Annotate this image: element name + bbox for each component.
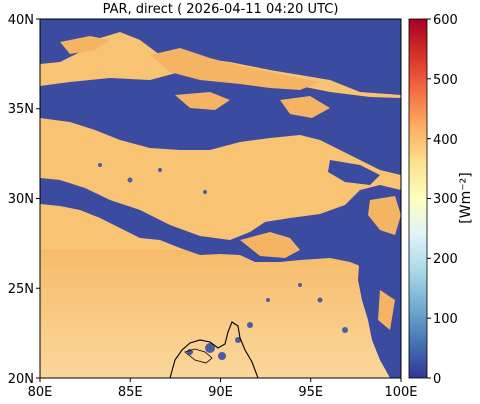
colorbar-tick-label: 300 <box>433 192 458 207</box>
colorbar-tick-label: 400 <box>433 133 458 148</box>
y-tick-label: 30N <box>8 192 34 207</box>
coastline-islands <box>184 348 213 364</box>
x-tick-label: 100E <box>384 385 417 400</box>
par-field <box>40 19 401 378</box>
colorbar-label: [Wm⁻²] <box>458 172 474 223</box>
colorbar-tick-label: 200 <box>433 252 458 267</box>
colorbar-gradient <box>408 18 428 379</box>
colorbar-tick-label: 500 <box>433 73 458 88</box>
colorbar-tick-label: 0 <box>433 372 441 387</box>
scattered-clouds <box>98 163 348 360</box>
x-axis: 80E 85E 90E 95E 100E <box>28 378 418 400</box>
y-axis: 20N 25N 30N 35N 40N <box>8 13 40 387</box>
y-tick-label: 20N <box>8 372 34 387</box>
x-tick-label: 85E <box>118 385 143 400</box>
map-title: PAR, direct ( 2026-04-11 04:20 UTC) <box>102 2 339 17</box>
x-tick-label: 90E <box>208 385 233 400</box>
colorbar-tick-label: 600 <box>433 13 458 28</box>
x-tick-label: 95E <box>298 385 323 400</box>
y-tick-label: 40N <box>8 13 34 28</box>
y-tick-label: 35N <box>8 102 34 117</box>
clear-patches <box>60 36 401 330</box>
colorbar-tick-label: 100 <box>433 312 458 327</box>
colorbar: 0 100 200 300 400 500 600 [Wm⁻²] <box>408 13 474 387</box>
coastline <box>169 321 259 378</box>
x-tick-label: 80E <box>28 385 53 400</box>
y-tick-label: 25N <box>8 282 34 297</box>
